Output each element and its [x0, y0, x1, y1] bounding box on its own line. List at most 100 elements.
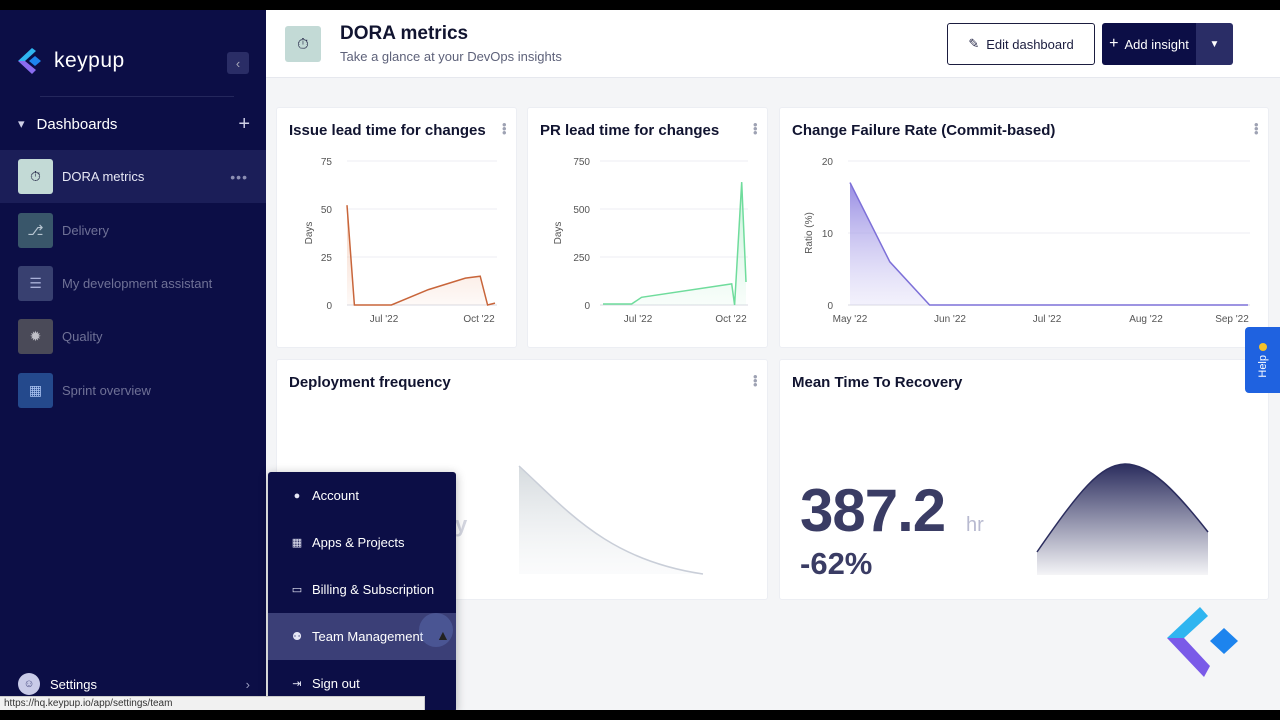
- menu-item-apps-projects[interactable]: ▦ Apps & Projects: [268, 519, 456, 566]
- settings-label: Settings: [50, 676, 97, 692]
- caret-down-icon: ▼: [1209, 38, 1220, 50]
- sidebar-item-delivery[interactable]: ⎇ Delivery: [0, 203, 266, 256]
- add-insight-group: + Add insight ▼: [1102, 23, 1261, 65]
- help-button[interactable]: Help: [1245, 327, 1280, 393]
- credit-card-icon: ▭: [291, 584, 303, 596]
- card-title: Mean Time To Recovery: [792, 374, 963, 391]
- edit-dashboard-label: Edit dashboard: [986, 36, 1074, 52]
- bug-icon: ✹: [18, 319, 53, 355]
- branch-icon: ⎇: [18, 212, 53, 248]
- series-area: [347, 205, 495, 305]
- series-line: [603, 182, 747, 306]
- settings-menu-toggle[interactable]: ☺ Settings ›: [18, 670, 250, 698]
- menu-item-account[interactable]: ● Account: [268, 472, 456, 519]
- brand-name: keypup: [54, 49, 125, 72]
- card-title: Issue lead time for changes: [289, 122, 486, 139]
- mttr-sparkline: [1036, 463, 1209, 575]
- add-insight-label: Add insight: [1124, 36, 1189, 52]
- x-tick-label: Oct '22: [715, 314, 747, 325]
- edit-icon: ✎: [968, 36, 980, 51]
- sidebar-item-quality[interactable]: ✹ Quality: [0, 310, 266, 363]
- add-insight-button[interactable]: + Add insight: [1102, 23, 1196, 65]
- card-menu-icon[interactable]: • • •: [753, 369, 758, 392]
- mttr-card: Mean Time To Recovery 387.2 hr -62%: [779, 359, 1269, 600]
- x-tick-label: Jul '22: [370, 314, 399, 325]
- sparkline-area: [519, 466, 703, 574]
- menu-item-billing-subscription[interactable]: ▭ Billing & Subscription: [268, 566, 456, 613]
- sign-out-icon: ⇥: [292, 678, 302, 690]
- plus-icon: +: [1109, 35, 1119, 52]
- notification-dot: [1258, 342, 1267, 351]
- page-subtitle: Take a glance at your DevOps insights: [340, 49, 562, 64]
- help-label: Help: [1256, 354, 1269, 378]
- page-title: DORA metrics: [340, 23, 469, 44]
- series-line: [346, 205, 496, 306]
- sidebar-item-label: Quality: [62, 329, 103, 345]
- calendar-icon: ▦: [18, 372, 53, 408]
- pin-icon: ▾: [18, 116, 25, 131]
- mttr-change: -62%: [800, 546, 873, 581]
- app-frame: keypup ‹ ▾ Dashboards + ⏱ DORA metrics •…: [0, 10, 1280, 710]
- tasks-icon: ☰: [18, 265, 53, 301]
- y-tick-label: 500: [573, 205, 590, 216]
- mttr-unit: hr: [966, 514, 984, 536]
- menu-item-label: Account: [312, 488, 359, 503]
- sidebar-item-sprint-overview[interactable]: ▦ Sprint overview: [0, 364, 266, 417]
- series-area: [603, 182, 746, 305]
- keypup-logo-icon: [18, 48, 41, 74]
- y-tick-label: 10: [822, 229, 834, 240]
- cursor-highlight: [419, 613, 453, 647]
- series-line: [849, 182, 1248, 306]
- menu-item-team-management[interactable]: ⚉ Team Management: [268, 613, 456, 660]
- issue-lead-time-chart: 75 50 25 0 Days Jul '22 Oct '22: [304, 157, 497, 325]
- x-tick-label: Oct '22: [463, 314, 495, 325]
- card-menu-icon[interactable]: • • •: [753, 117, 758, 140]
- users-icon: ⚉: [292, 631, 302, 643]
- menu-item-label: Sign out: [312, 676, 360, 691]
- collapse-sidebar-button[interactable]: ‹: [227, 52, 249, 74]
- sidebar-item-label: Delivery: [62, 222, 109, 238]
- edit-dashboard-button[interactable]: ✎ Edit dashboard: [947, 23, 1095, 65]
- user-icon: ●: [293, 489, 301, 502]
- sidebar-item-my-development-assistant[interactable]: ☰ My development assistant: [0, 257, 266, 310]
- stopwatch-icon: ⏱: [285, 26, 321, 62]
- sidebar-item-label: Sprint overview: [62, 382, 151, 398]
- menu-item-label: Apps & Projects: [312, 535, 405, 550]
- y-tick-label: 20: [822, 157, 834, 168]
- mouse-cursor-icon: ▲: [436, 627, 450, 643]
- menu-item-label: Billing & Subscription: [312, 582, 435, 597]
- y-axis-label: Ratio (%): [804, 212, 815, 254]
- menu-item-label: Team Management: [312, 629, 424, 644]
- card-title: Deployment frequency: [289, 374, 451, 391]
- x-tick-label: May '22: [833, 314, 868, 325]
- status-bar-url: https://hq.keypup.io/app/settings/team: [0, 696, 425, 710]
- more-options-icon[interactable]: •••: [230, 168, 248, 185]
- add-insight-dropdown-button[interactable]: ▼: [1196, 23, 1233, 65]
- y-axis-label: Days: [304, 222, 315, 245]
- add-dashboard-icon[interactable]: +: [238, 113, 250, 135]
- x-tick-label: Jul '22: [624, 314, 653, 325]
- avatar: ☺: [18, 673, 40, 695]
- series-area: [850, 182, 1248, 305]
- brand-logo[interactable]: keypup: [18, 48, 125, 74]
- card-menu-icon[interactable]: • • •: [502, 117, 507, 140]
- sidebar-divider: [40, 96, 234, 97]
- chevron-right-icon: ›: [245, 676, 250, 692]
- y-tick-label: 0: [584, 301, 590, 312]
- change-failure-rate-chart: 20 10 0 Ratio (%) May '22 Jun '22 Jul '2…: [804, 157, 1250, 325]
- dashboards-header: ▾ Dashboards +: [18, 114, 250, 134]
- card-menu-icon[interactable]: • • •: [1254, 117, 1259, 140]
- y-tick-label: 0: [827, 301, 833, 312]
- sidebar-item-label: My development assistant: [62, 275, 213, 291]
- y-tick-label: 250: [573, 253, 590, 264]
- keypup-watermark-icon: [1167, 607, 1238, 677]
- pr-lead-time-card: 750 500 250 0 Days Jul '22 Oct '22 PR le…: [527, 107, 768, 348]
- card-title: PR lead time for changes: [540, 122, 720, 139]
- x-tick-label: Jun '22: [934, 314, 966, 325]
- x-tick-label: Jul '22: [1033, 314, 1062, 325]
- sidebar-item-dora-metrics[interactable]: ⏱ DORA metrics •••: [0, 150, 266, 204]
- menu-item-sign-out[interactable]: ⇥ Sign out: [268, 660, 456, 707]
- y-tick-label: 0: [326, 301, 332, 312]
- sparkline-area: [1037, 464, 1208, 575]
- mttr-value: 387.2: [800, 477, 946, 544]
